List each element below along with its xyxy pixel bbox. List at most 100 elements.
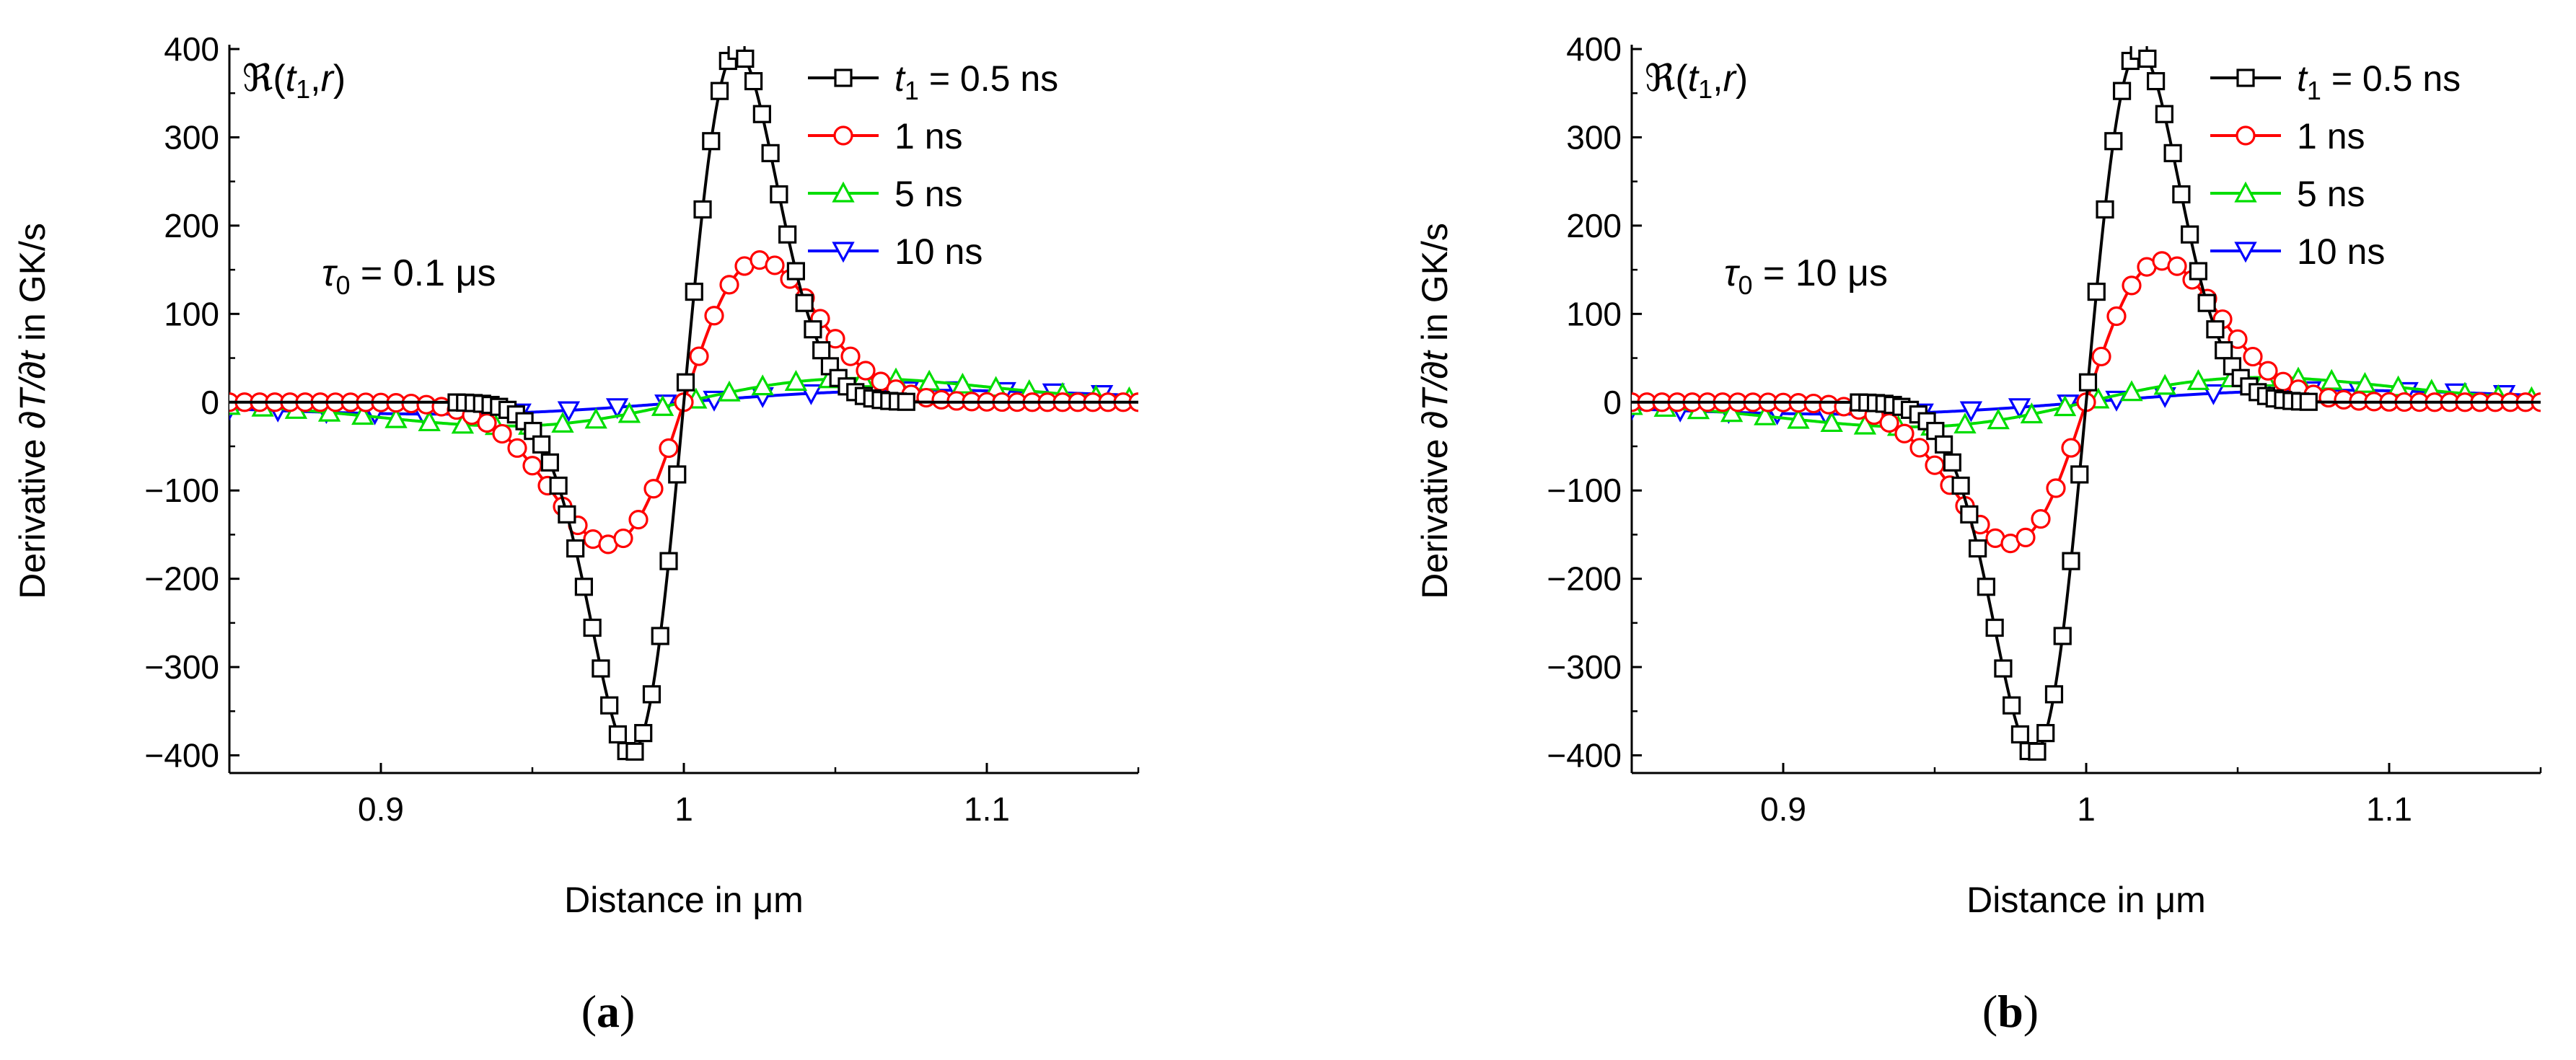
corner-label-r: r xyxy=(1723,58,1738,100)
y-tick-label: 200 xyxy=(1566,207,1622,244)
tau-subscript: 0 xyxy=(1738,270,1752,300)
y-tick-label: −200 xyxy=(144,560,219,598)
x-tick-label: 0.9 xyxy=(1760,790,1806,828)
legend-label-rest: 10 ns xyxy=(2297,231,2385,272)
corner-label-comma: , xyxy=(310,58,320,100)
data-point xyxy=(2120,380,2143,402)
data-point xyxy=(704,306,724,326)
x-tick-label: 0.9 xyxy=(358,790,404,828)
data-point xyxy=(702,132,721,151)
x-ticks: 0.9 1 1.1 xyxy=(1630,763,2542,828)
corner-label-sub: 1 xyxy=(296,74,310,104)
data-point xyxy=(770,185,788,204)
data-point xyxy=(1820,411,1843,433)
data-point xyxy=(1985,618,2004,637)
tau-symbol: τ xyxy=(322,252,338,294)
panel-a: −400 −300 −200 −100 0 100 200 300 400 0.9 1 1.1 Dist… xyxy=(12,30,1140,1037)
data-point xyxy=(2078,373,2098,392)
data-point xyxy=(2215,341,2233,360)
data-point xyxy=(856,361,876,381)
legend-marker xyxy=(2236,125,2256,146)
x-axis-title: Distance in μm xyxy=(564,880,804,920)
data-point xyxy=(583,618,602,637)
data-point xyxy=(2010,725,2030,744)
data-point xyxy=(1987,408,2010,430)
data-point xyxy=(761,143,780,162)
legend-label: 5 ns xyxy=(894,174,963,214)
panel-b: −400 −300 −200 −100 0 100 200 300 400 0.9 1 1.1 Dist… xyxy=(1415,30,2542,1037)
x-axis-title: Distance in μm xyxy=(1966,880,2206,920)
legend-entry: 10 ns xyxy=(2210,231,2385,272)
data-point xyxy=(532,435,551,454)
y-axis-title: Derivative ∂T/∂t in GK/s xyxy=(12,223,53,599)
legend-label-sub: 1 xyxy=(905,76,919,105)
data-point xyxy=(1925,455,1945,475)
data-point xyxy=(557,401,581,423)
panel-caption-letter: a xyxy=(597,986,620,1037)
y-tick-label: 400 xyxy=(1566,30,1622,68)
data-point xyxy=(1943,453,1961,472)
legend-label-t: t xyxy=(894,58,906,99)
data-point xyxy=(2070,465,2089,484)
data-point xyxy=(608,725,628,744)
data-point xyxy=(2206,320,2225,339)
data-point xyxy=(2087,282,2106,301)
data-point xyxy=(2181,225,2199,244)
panel-caption-open: ( xyxy=(581,986,597,1037)
data-point xyxy=(1994,659,2013,678)
corner-label-re: ℜ( xyxy=(242,58,286,100)
data-point xyxy=(2197,293,2216,312)
data-point xyxy=(784,370,808,391)
y-tick-label: 300 xyxy=(1566,118,1622,156)
legend-label: 1 ns xyxy=(894,116,963,156)
data-point xyxy=(613,528,633,549)
legend-label: 5 ns xyxy=(2297,174,2365,214)
data-point xyxy=(2146,71,2166,91)
corner-label-t: t xyxy=(286,58,298,100)
panel-caption: (b) xyxy=(1982,986,2039,1037)
data-point xyxy=(634,724,653,743)
data-point xyxy=(651,627,669,645)
data-point xyxy=(1853,413,1877,435)
panel-caption-close: ) xyxy=(2023,986,2039,1037)
panel-caption: (a) xyxy=(581,986,636,1037)
data-point xyxy=(2228,329,2248,349)
legend-label-rest: 1 ns xyxy=(2297,116,2365,156)
data-point xyxy=(668,465,687,484)
y-ticks: −400 −300 −200 −100 0 100 200 300 400 xyxy=(144,30,239,774)
legend-label: 1 ns xyxy=(2297,116,2365,156)
data-point xyxy=(2044,685,2064,704)
data-point xyxy=(2186,368,2210,390)
y-tick-label: −400 xyxy=(1547,737,1622,774)
data-point xyxy=(617,402,641,423)
y-tick-label: 0 xyxy=(1603,384,1622,421)
data-point xyxy=(540,453,559,472)
legend-marker xyxy=(2236,69,2255,87)
data-point xyxy=(685,282,703,301)
data-point xyxy=(1934,435,1953,454)
legend-label-sub: 1 xyxy=(2307,76,2321,105)
data-point xyxy=(2003,696,2021,715)
data-point xyxy=(1909,438,1930,458)
legend-entry: t1 = 0.5 ns xyxy=(808,58,1058,105)
data-point xyxy=(751,374,774,396)
corner-label-sub: 1 xyxy=(1698,74,1713,104)
data-point xyxy=(2153,374,2176,395)
y-tick-label: −300 xyxy=(1547,648,1622,686)
legend-label: t1 = 0.5 ns xyxy=(894,58,1058,105)
data-point xyxy=(1951,476,1970,495)
legend-marker xyxy=(832,242,855,263)
data-point xyxy=(492,423,512,444)
legend-marker xyxy=(2234,181,2257,203)
data-point xyxy=(2061,438,2081,458)
y-axis-title-derivative: ∂T/∂t xyxy=(1415,350,1455,429)
data-point xyxy=(574,578,594,596)
series-circle xyxy=(229,250,1138,555)
data-point xyxy=(1894,423,1915,443)
data-point xyxy=(2172,185,2191,204)
data-point xyxy=(643,479,664,499)
legend-entry: 1 ns xyxy=(808,116,963,156)
corner-label-comma: , xyxy=(1713,58,1723,100)
data-point xyxy=(2243,346,2263,367)
data-point xyxy=(2053,627,2072,645)
